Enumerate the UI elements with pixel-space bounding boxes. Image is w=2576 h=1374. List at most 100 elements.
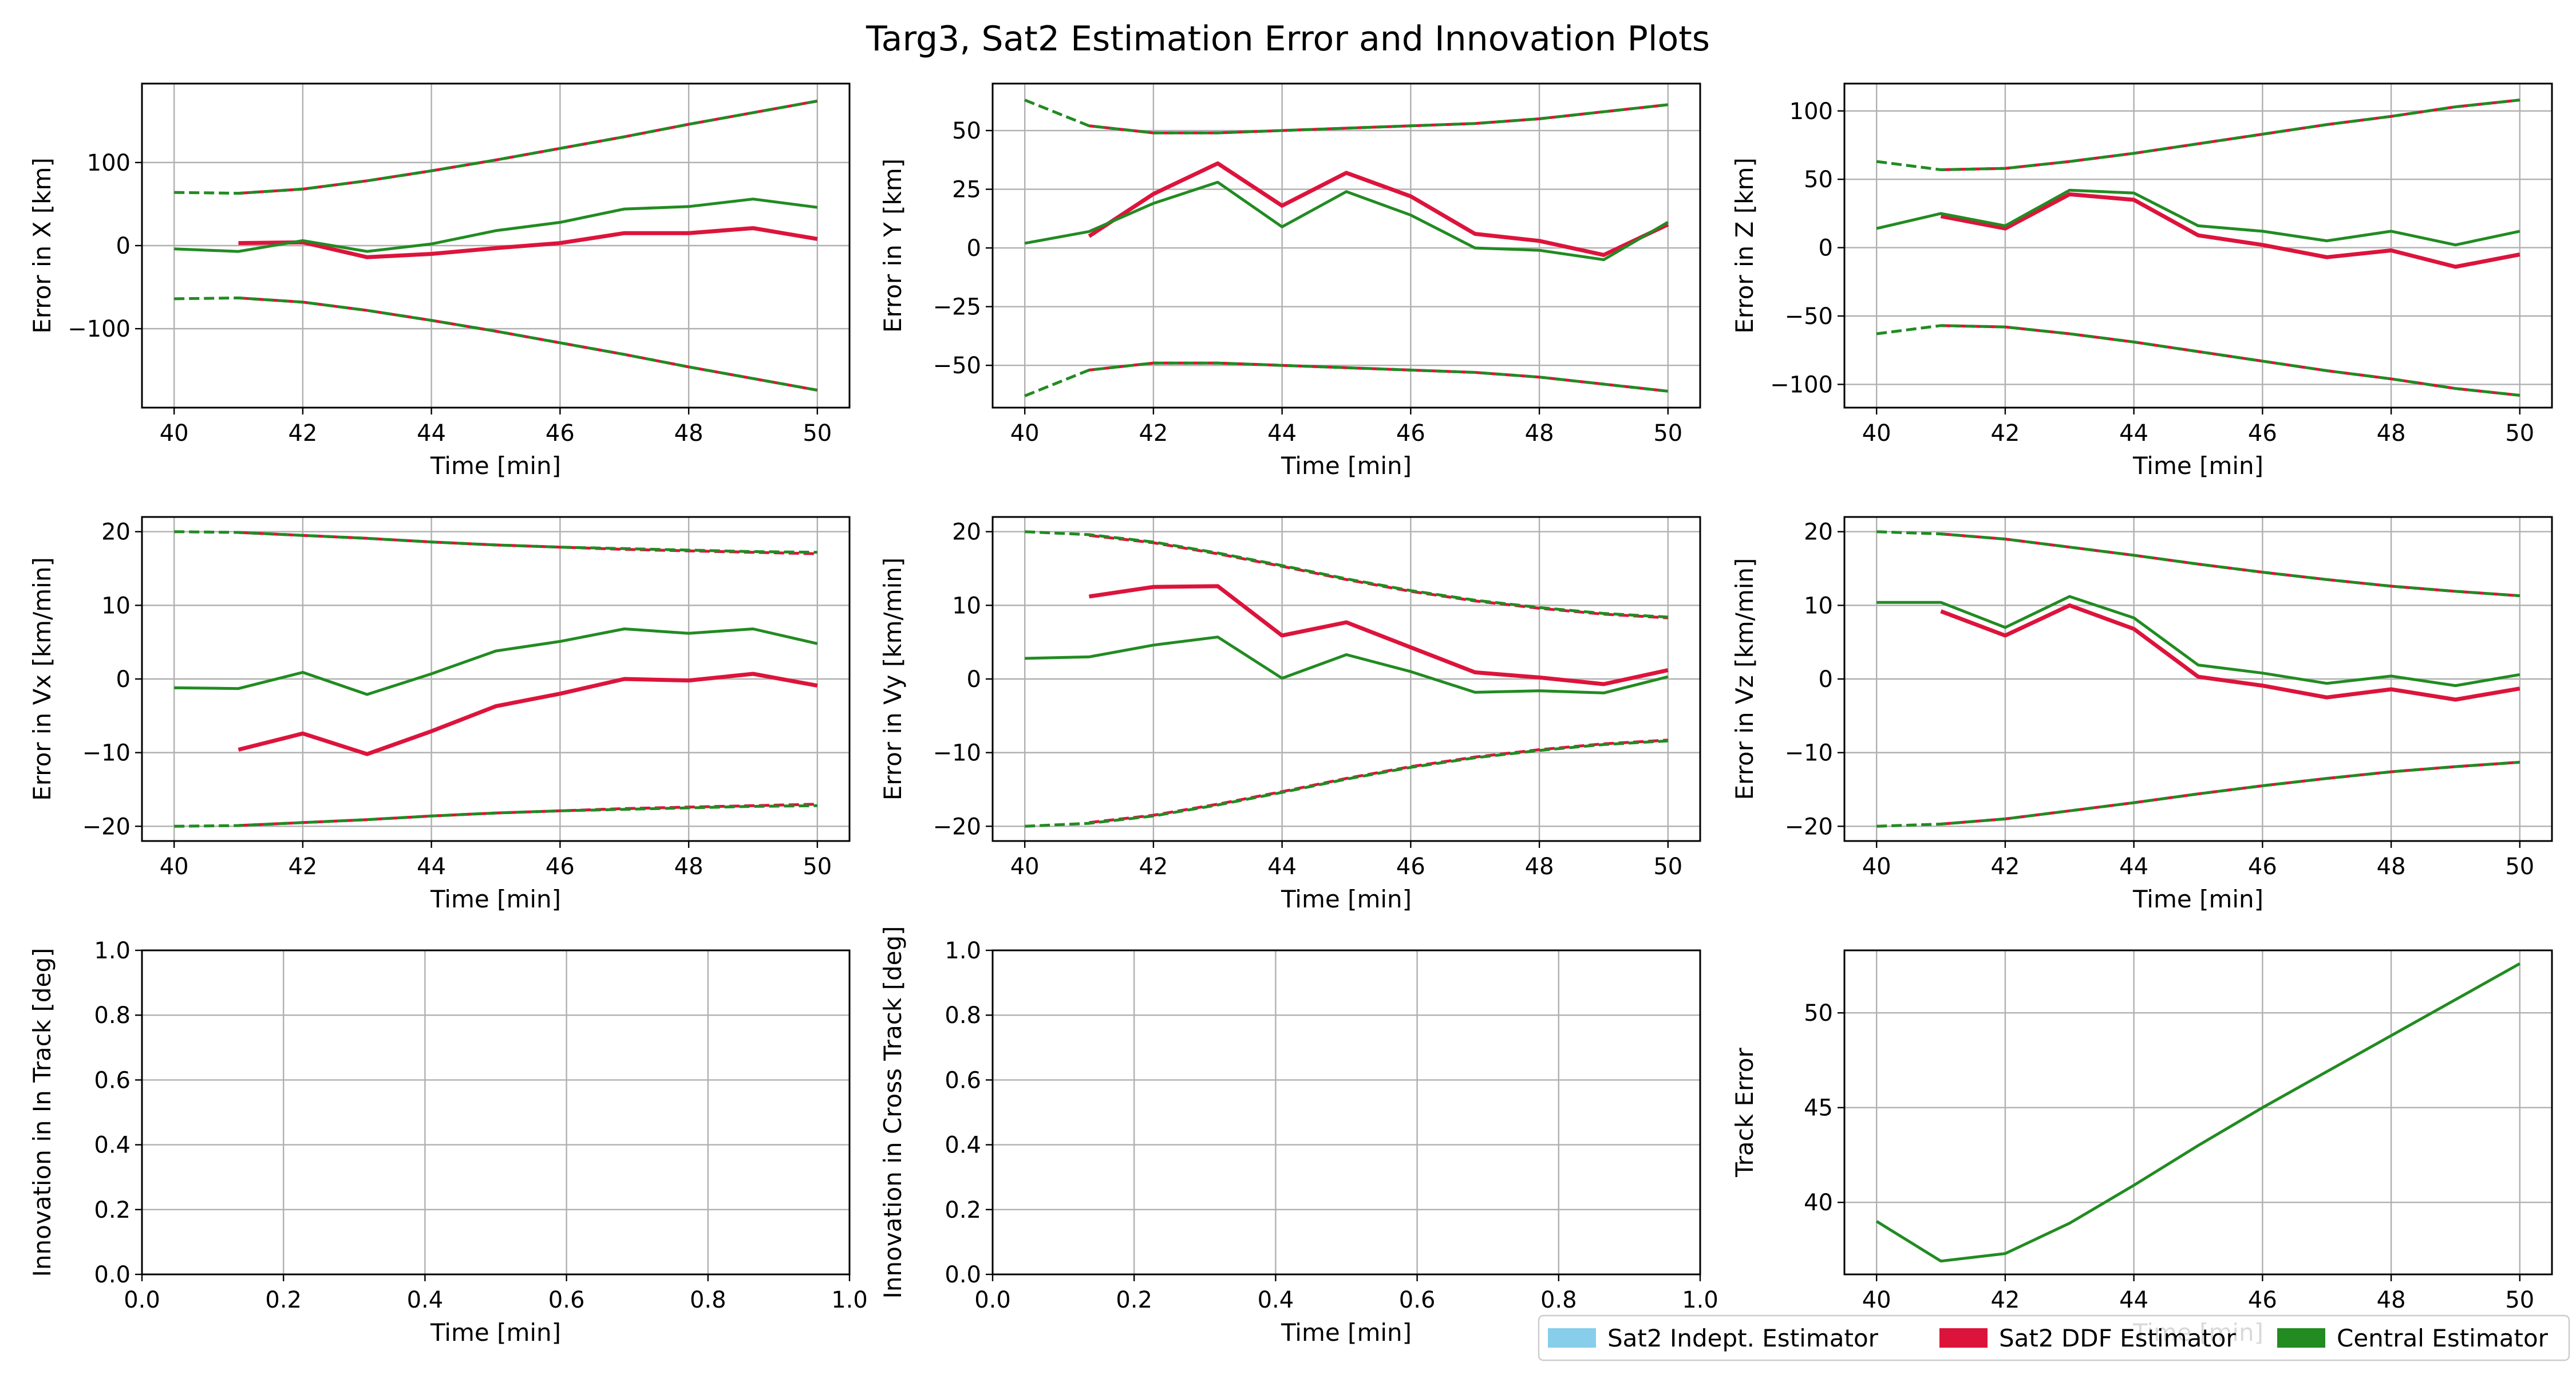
x-tick-label: 40 xyxy=(1010,420,1040,447)
y-tick-label: 0 xyxy=(967,235,981,262)
axes-frame xyxy=(991,82,1701,409)
sat2-ddf-estimator-error-line xyxy=(1940,192,2520,269)
x-axis-label: Time [min] xyxy=(2132,452,2263,480)
x-axis-label: Time [min] xyxy=(430,1318,561,1347)
x-tick-label: 42 xyxy=(1139,420,1168,447)
y-tick-label: 0 xyxy=(1819,666,1833,693)
x-tick-label: 50 xyxy=(2505,420,2534,447)
grid xyxy=(141,949,851,1276)
central-estimator-bound-line xyxy=(1024,98,1669,135)
axes-frame xyxy=(991,949,1701,1276)
x-tick-label: 50 xyxy=(1653,854,1682,880)
y-tick-label: −10 xyxy=(933,740,981,767)
sat2-ddf-estimator-bound-line xyxy=(1089,739,1668,824)
y-tick-label: 0.4 xyxy=(945,1132,981,1159)
subplot-4: 40 42 44 46 48 50 −20 −10 0 10 20 Time [min] Error i… xyxy=(28,516,851,913)
y-tick-label: 10 xyxy=(1804,593,1833,619)
grid xyxy=(142,84,850,408)
y-tick-label: 0 xyxy=(116,233,131,259)
y-tick-label: 0.6 xyxy=(945,1067,981,1093)
y-tick-label: −50 xyxy=(933,353,981,379)
x-tick-label: 50 xyxy=(2505,1287,2534,1313)
y-tick-label: −20 xyxy=(82,814,131,840)
legend-frame xyxy=(1538,1314,2570,1361)
grid xyxy=(1844,84,2552,408)
x-tick-label: 44 xyxy=(417,854,446,880)
y-tick-label: 1.0 xyxy=(94,938,131,964)
series-group xyxy=(174,530,818,828)
x-tick-label: 0.6 xyxy=(548,1287,585,1313)
series-group xyxy=(1025,530,1669,828)
central-estimator-error-line xyxy=(1876,595,2520,688)
x-tick-label: 46 xyxy=(1396,854,1425,880)
x-tick-label: 0.6 xyxy=(1399,1287,1436,1313)
subplot-9: 404244464850404550Time [min]Track Error xyxy=(1730,949,2553,1347)
y-tick-label: 50 xyxy=(952,118,981,144)
sat2-ddf-estimator-bound-line xyxy=(1941,760,2520,826)
y-tick-label: 0.0 xyxy=(94,1262,131,1288)
y-tick-label: 0.0 xyxy=(945,1262,981,1288)
y-tick-label: 10 xyxy=(101,593,131,619)
x-tick-label: 50 xyxy=(2505,854,2534,880)
series-group xyxy=(1024,98,1669,397)
y-tick-label: −100 xyxy=(1770,372,1833,398)
y-tick-label: −10 xyxy=(1785,740,1833,767)
x-tick-label: 48 xyxy=(674,420,704,447)
sat2-ddf-estimator-error-line xyxy=(238,226,818,259)
x-tick-label: 50 xyxy=(803,854,832,880)
subplot-5: 40 42 44 46 48 50 −20 −10 0 10 20 Time [min] Error i… xyxy=(879,516,1701,913)
sat2-ddf-estimator-error-line xyxy=(1940,603,2520,702)
x-tick-label: 0.4 xyxy=(407,1287,444,1313)
sat2-ddf-estimator-bound-line xyxy=(238,100,818,195)
x-axis-label: Time [min] xyxy=(2132,885,2263,913)
y-axis-label: Error in X [km] xyxy=(28,157,56,334)
x-tick-label: 0.8 xyxy=(690,1287,726,1313)
central-estimator-error-line xyxy=(174,627,818,696)
x-tick-label: 40 xyxy=(160,854,189,880)
y-tick-label: 50 xyxy=(1804,167,1833,193)
sat2-ddf-estimator-bound-line xyxy=(1089,103,1669,135)
x-tick-label: 48 xyxy=(1525,854,1554,880)
y-axis-label: Innovation in In Track [deg] xyxy=(28,948,56,1277)
legend: Sat2 Indept. Estimator Sat2 DDF Estimator… xyxy=(1538,1314,2570,1361)
axes-frame xyxy=(1843,949,2553,1276)
y-axis-label: Error in Vz [km/min] xyxy=(1730,558,1759,800)
legend-swatch xyxy=(1939,1328,1988,1348)
y-tick-label: 0.2 xyxy=(94,1197,131,1223)
series-group xyxy=(1875,962,2521,1263)
axes-frame xyxy=(141,949,851,1276)
central-estimator-bound-line xyxy=(1876,530,2520,598)
legend-entry: Sat2 DDF Estimator xyxy=(1939,1324,2236,1352)
y-axis-label: Error in Y [km] xyxy=(879,159,907,333)
y-tick-label: 20 xyxy=(952,519,981,546)
y-tick-label: −10 xyxy=(82,740,131,767)
y-axis-label: Error in Vy [km/min] xyxy=(879,558,907,801)
legend-label: Central Estimator xyxy=(2337,1324,2549,1352)
x-tick-label: 46 xyxy=(546,854,575,880)
subplot-6: 40 42 44 46 48 50 −20 −10 0 10 20 Time [min] Error i… xyxy=(1730,516,2553,913)
x-axis-label: Time [min] xyxy=(1281,885,1412,913)
y-tick-label: 25 xyxy=(952,177,981,203)
x-tick-label: 48 xyxy=(674,854,704,880)
y-tick-label: −20 xyxy=(933,814,981,840)
y-tick-label: 10 xyxy=(952,593,981,619)
grid xyxy=(142,517,850,841)
series-group xyxy=(174,100,818,392)
y-tick-label: 20 xyxy=(1804,519,1833,546)
x-axis-label: Time [min] xyxy=(430,452,561,480)
legend-label: Sat2 DDF Estimator xyxy=(1999,1324,2236,1352)
x-tick-label: 40 xyxy=(1862,420,1891,447)
sat2-ddf-estimator-bound-line xyxy=(1941,532,2520,598)
sat2-ddf-estimator-bound-line xyxy=(238,531,817,555)
subplot-3: 40 42 44 46 48 50 −100 −50 0 50 100 Time [min] Error… xyxy=(1730,82,2553,480)
y-axis-label: Error in Z [km] xyxy=(1730,157,1759,334)
x-tick-label: 1.0 xyxy=(1682,1287,1718,1313)
sat2-ddf-estimator-bound-line xyxy=(238,803,817,827)
x-tick-label: 44 xyxy=(417,420,446,447)
grid xyxy=(991,949,1701,1276)
x-tick-label: 44 xyxy=(2119,420,2148,447)
x-tick-label: 46 xyxy=(2248,854,2277,880)
x-tick-label: 44 xyxy=(2119,854,2148,880)
